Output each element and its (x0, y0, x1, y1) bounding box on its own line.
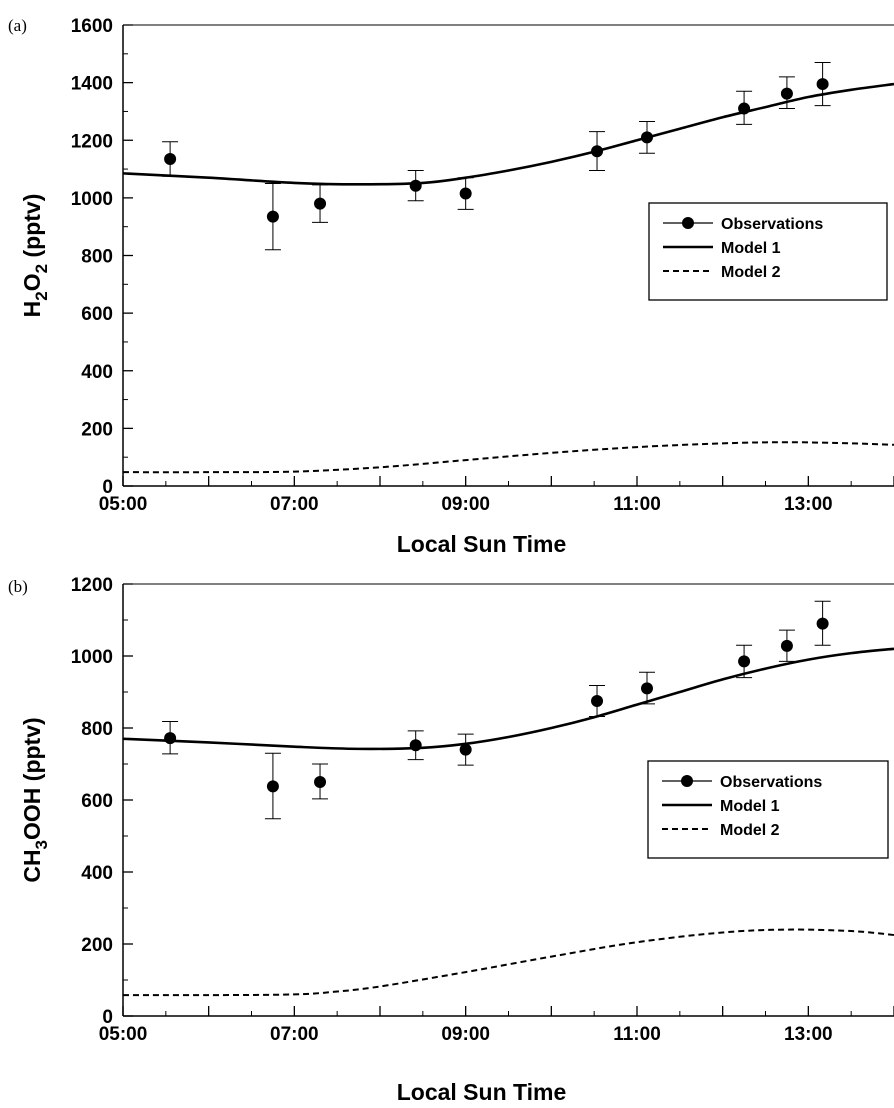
y-tick-label: 1600 (71, 16, 113, 37)
y-tick-label: 1000 (71, 189, 113, 210)
observation-point (314, 197, 327, 210)
y-tick-label: 200 (81, 419, 113, 440)
legend-swatch-observations-marker (681, 775, 693, 787)
observation-point (591, 695, 604, 707)
panel-label: (a) (8, 16, 27, 35)
y-axis-title-part: CH (19, 849, 45, 882)
legend-swatch-observations-marker (682, 217, 694, 229)
x-tick-label: 05:00 (99, 494, 148, 515)
y-axis-title-part: (pptv) (19, 717, 45, 787)
y-axis-title-part: H (19, 301, 45, 318)
x-axis-title: Local Sun Time (397, 531, 567, 557)
observation-point (738, 655, 751, 668)
x-tick-label: 11:00 (613, 1024, 661, 1045)
legend-label: Observations (721, 216, 823, 233)
observation-point (459, 187, 472, 200)
y-axis-title: CH3OOH (pptv) (19, 717, 51, 882)
observation-point (314, 776, 327, 788)
y-axis-title-part: OOH (19, 788, 45, 840)
y-axis-title-subscript: 2 (32, 264, 51, 273)
y-tick-label: 1000 (71, 647, 113, 668)
y-tick-label: 1200 (71, 575, 113, 596)
y-tick-label: 800 (81, 247, 113, 268)
observation-point (164, 732, 177, 745)
model-2-line (122, 928, 894, 997)
model-2-line (122, 441, 894, 474)
y-tick-label: 1200 (71, 131, 113, 152)
chart-panel-b: (b) 0 200 400 600 800 1000 1200 05:00 07:00 09:00 1… (8, 575, 894, 1105)
y-tick-label: 800 (81, 719, 113, 740)
y-tick-label: 600 (81, 791, 113, 812)
observation-point (640, 682, 653, 695)
y-tick-label: 400 (81, 863, 113, 884)
x-tick-label: 07:00 (270, 1024, 319, 1045)
legend-label: Model 2 (721, 264, 781, 281)
x-tick-label: 11:00 (613, 494, 661, 515)
legend: Observations Model 1 Model 2 (648, 202, 888, 301)
x-tick-label: 13:00 (784, 494, 833, 515)
chart-panel-a: (a) 0 200 400 600 800 1000 1200 1400 1600 05:00 07:… (8, 16, 894, 557)
legend-label: Model 2 (720, 822, 780, 839)
y-tick-label: 200 (81, 935, 113, 956)
legend-label: Model 1 (721, 240, 781, 257)
y-axis-title: H2O2 (pptv) (19, 194, 51, 318)
model-1-line (122, 647, 894, 751)
x-tick-label: 07:00 (270, 494, 319, 515)
observation-point (780, 87, 793, 100)
y-tick-label: 600 (81, 304, 113, 325)
observation-point (816, 78, 829, 91)
legend-label: Observations (720, 774, 822, 791)
observation-point (780, 639, 793, 652)
y-tick-label: 1400 (71, 74, 113, 95)
legend-label: Model 1 (720, 798, 780, 815)
observation-point (266, 780, 279, 793)
model-1-line (122, 82, 894, 186)
x-axis-title: Local Sun Time (397, 1079, 567, 1105)
y-axis-title-subscript: 3 (32, 840, 51, 849)
y-axis-title-part: O (19, 273, 45, 291)
y-axis-title-part: (pptv) (19, 194, 45, 264)
observation-point (459, 743, 472, 756)
panel-label: (b) (8, 577, 28, 596)
y-tick-label: 0 (102, 477, 113, 498)
observation-point (409, 179, 422, 192)
y-axis-title-subscript: 2 (32, 291, 51, 300)
x-tick-label: 13:00 (784, 1024, 833, 1045)
observation-point (816, 617, 829, 630)
y-tick-label: 400 (81, 362, 113, 383)
legend: Observations Model 1 Model 2 (647, 760, 889, 859)
x-tick-label: 05:00 (99, 1024, 148, 1045)
x-tick-label: 09:00 (441, 494, 490, 515)
x-tick-label: 09:00 (441, 1024, 490, 1045)
observation-point (164, 152, 177, 165)
y-tick-label: 0 (102, 1007, 113, 1028)
observation-point (266, 210, 279, 223)
